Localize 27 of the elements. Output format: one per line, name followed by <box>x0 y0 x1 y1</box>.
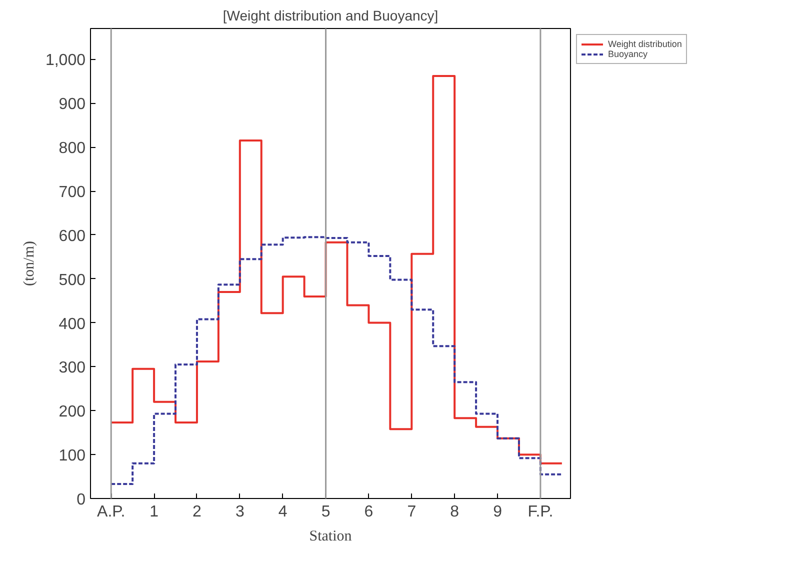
x-tick-label: 1 <box>150 504 159 520</box>
x-tick-label: 5 <box>321 504 330 520</box>
x-tick-label: 9 <box>493 504 502 520</box>
chart-title: [Weight distribution and Buoyancy] <box>222 8 438 24</box>
x-tick-label: 2 <box>192 504 202 520</box>
y-tick-label: 800 <box>58 140 86 158</box>
x-axis-title: Station <box>309 528 352 544</box>
x-tick-label: F.P. <box>528 504 554 520</box>
legend-label: Buoyancy <box>608 49 648 59</box>
x-tick-label: 8 <box>450 504 460 520</box>
y-tick-label: 0 <box>76 492 86 508</box>
y-tick-label: 400 <box>58 316 86 333</box>
x-tick-label: 3 <box>235 504 244 520</box>
y-tick-label: 200 <box>58 404 86 421</box>
y-axis-title: (ton/m) <box>21 240 38 286</box>
y-tick-label: 700 <box>58 184 86 202</box>
x-tick-label: 4 <box>278 504 288 520</box>
y-tick-label: 100 <box>58 448 86 465</box>
y-tick-label: 300 <box>58 360 86 377</box>
y-tick-label: 1,000 <box>45 52 86 70</box>
legend-label: Weight distribution <box>608 39 682 49</box>
y-tick-label: 600 <box>58 228 86 245</box>
x-tick-label: 7 <box>407 504 416 520</box>
x-tick-label: A.P. <box>97 504 126 520</box>
y-tick-label: 900 <box>58 96 86 114</box>
x-tick-label: 6 <box>364 504 374 520</box>
y-tick-label: 500 <box>58 272 86 289</box>
